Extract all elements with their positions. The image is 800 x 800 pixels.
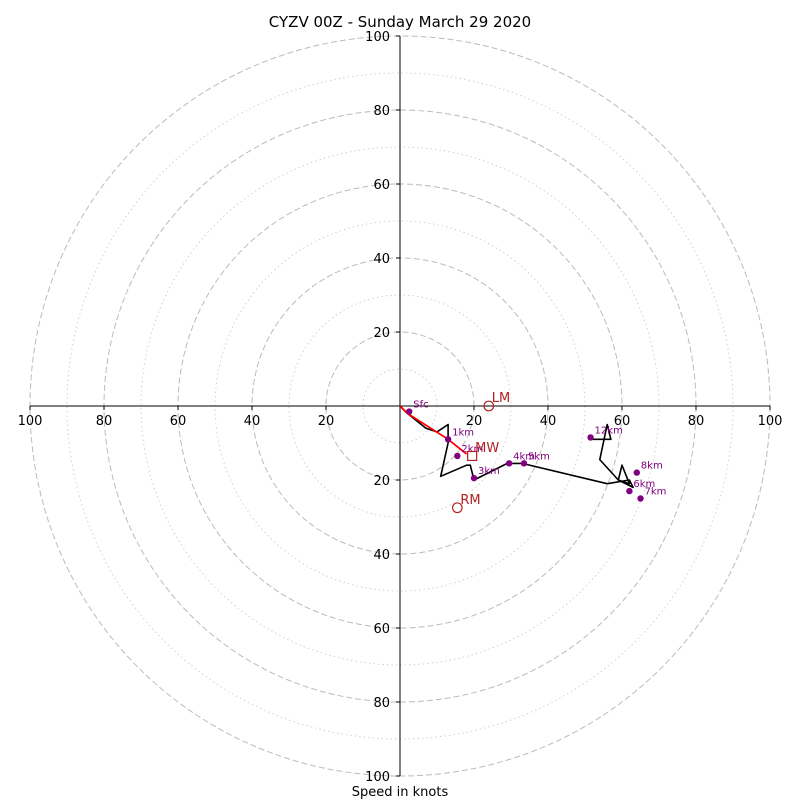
x-tick-label: 40 bbox=[244, 414, 261, 429]
y-tick-label: 40 bbox=[373, 252, 390, 267]
x-tick-label: 60 bbox=[614, 414, 631, 429]
y-tick-label: 100 bbox=[365, 30, 390, 45]
y-tick-label: 20 bbox=[373, 326, 390, 341]
storm-motion-marker bbox=[483, 400, 495, 412]
height-point-label: 3km bbox=[478, 466, 500, 477]
y-tick-label: 60 bbox=[373, 178, 390, 193]
y-tick-label: 60 bbox=[373, 622, 390, 637]
height-point-label: 8km bbox=[641, 461, 663, 472]
storm-motion-marker bbox=[451, 502, 463, 514]
height-point-label: 2km bbox=[461, 444, 483, 455]
storm-motion-marker bbox=[467, 450, 478, 462]
x-tick-label: 40 bbox=[540, 414, 557, 429]
height-point bbox=[406, 408, 413, 415]
storm-motion-label: MW bbox=[475, 441, 499, 456]
x-tick-label: 100 bbox=[18, 414, 43, 429]
height-point bbox=[637, 495, 644, 502]
y-tick-label: 80 bbox=[373, 104, 390, 119]
height-point bbox=[633, 469, 640, 476]
height-point bbox=[505, 460, 513, 467]
height-point bbox=[470, 474, 478, 482]
x-tick-label: 20 bbox=[466, 414, 483, 429]
tick-labels: 100 100 80 80 60 60 40 40 20 20 20 20 40 40 60 60 80 80 10… bbox=[18, 30, 783, 785]
storm-motion-label: RM bbox=[460, 493, 480, 508]
x-tick-label: 20 bbox=[318, 414, 335, 429]
height-point-label: 5km bbox=[528, 451, 550, 462]
height-point bbox=[444, 436, 452, 443]
x-tick-label: 80 bbox=[688, 414, 705, 429]
y-tick-label: 80 bbox=[373, 696, 390, 711]
x-tick-label: 100 bbox=[758, 414, 783, 429]
y-tick-label: 40 bbox=[373, 548, 390, 563]
height-point-label: 6km bbox=[633, 479, 655, 490]
height-point-label: 12km bbox=[595, 425, 623, 436]
height-point-label: 1km bbox=[452, 427, 474, 438]
height-point bbox=[626, 487, 633, 495]
y-tick-label: 100 bbox=[365, 770, 390, 785]
chart-title: CYZV 00Z - Sunday March 29 2020 bbox=[269, 13, 531, 31]
low-level-shear-line bbox=[399, 405, 468, 455]
height-point-label: 4km bbox=[513, 451, 535, 462]
storm-motion-markers: LM RM MW bbox=[451, 391, 510, 514]
height-point-label: 7km bbox=[645, 487, 667, 498]
x-axis-label: Speed in knots bbox=[352, 785, 449, 800]
storm-motion-label: LM bbox=[492, 391, 510, 406]
height-point-label: Sfc bbox=[413, 400, 428, 411]
x-tick-label: 60 bbox=[170, 414, 187, 429]
height-point bbox=[454, 452, 461, 460]
height-point bbox=[520, 460, 528, 467]
height-point bbox=[587, 434, 594, 441]
y-tick-label: 20 bbox=[373, 474, 390, 489]
x-tick-label: 80 bbox=[96, 414, 113, 429]
